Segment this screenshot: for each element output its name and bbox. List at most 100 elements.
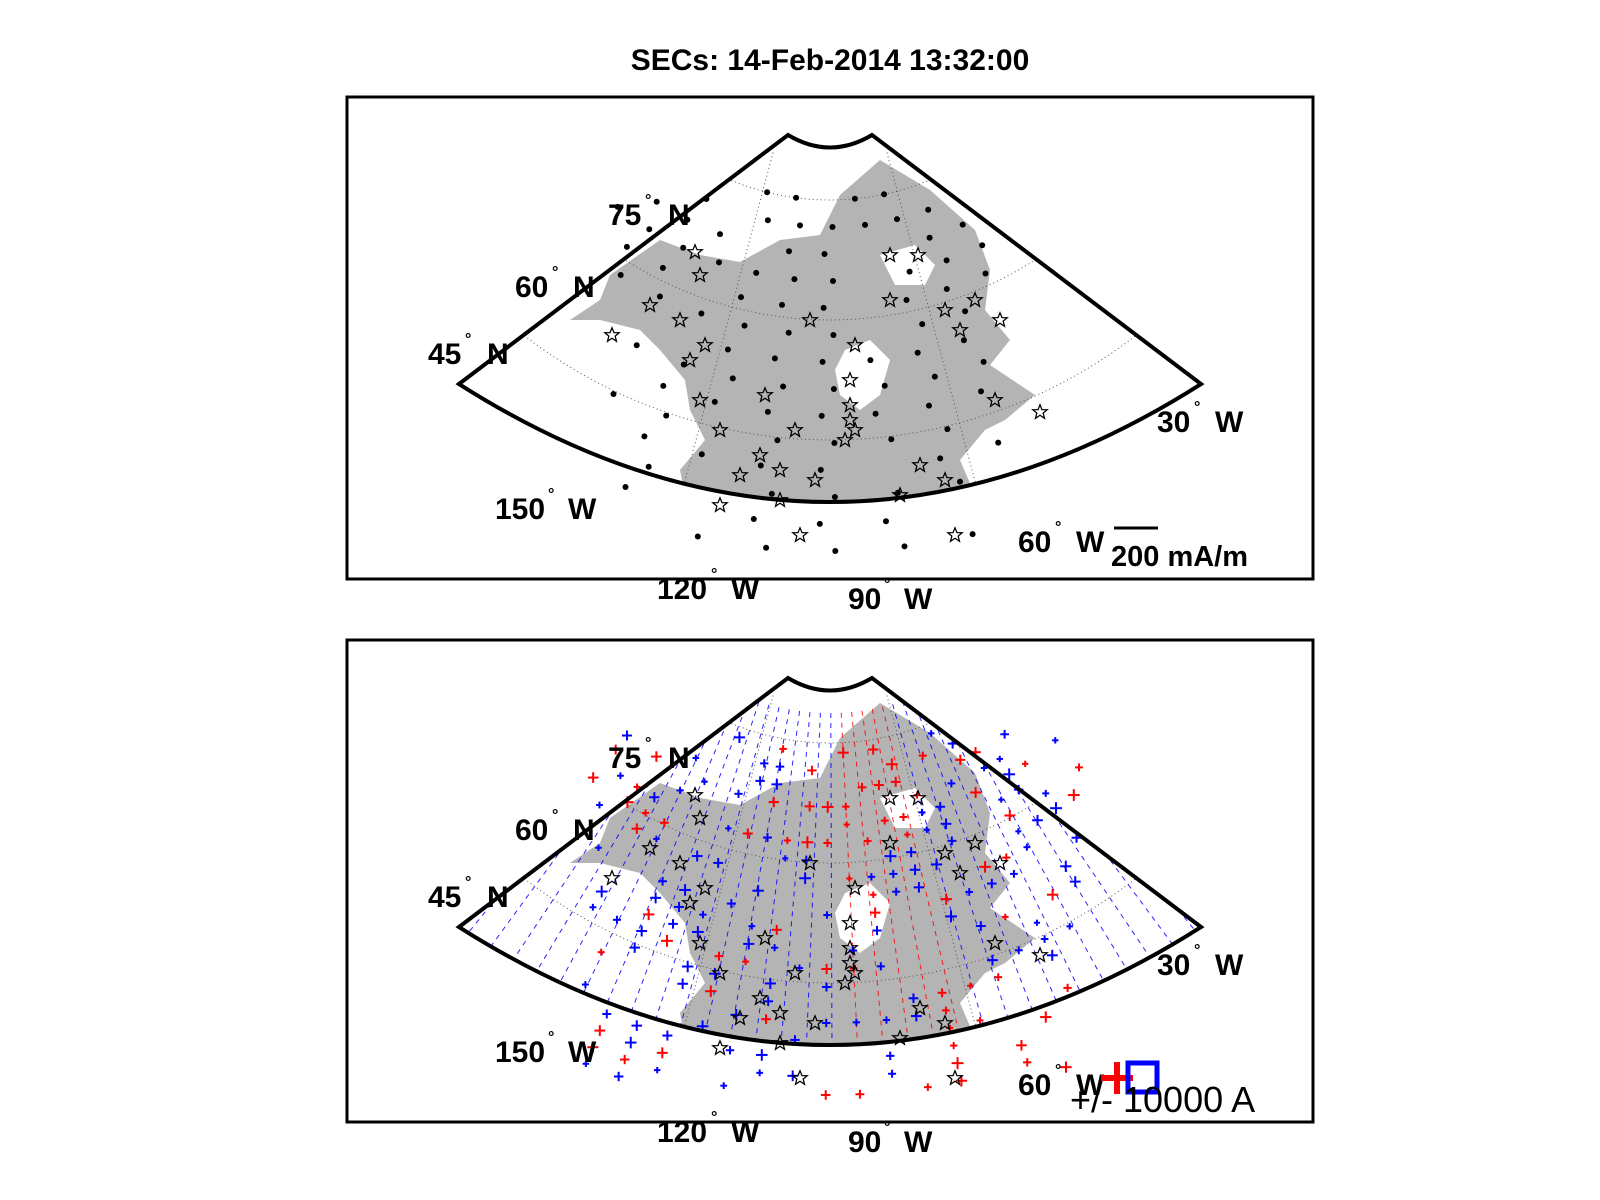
svg-text:°: ° [1194, 942, 1200, 959]
negative-plus-icon [691, 926, 704, 938]
svg-text:°: ° [552, 264, 558, 281]
grid-dot [716, 259, 722, 266]
grid-dot [622, 484, 629, 490]
negative-plus-icon [679, 884, 691, 896]
svg-text:°: ° [711, 566, 717, 583]
negative-plus-icon [987, 878, 997, 889]
positive-plus-icon [768, 796, 779, 808]
legend-square-icon [1125, 1060, 1160, 1095]
svg-text:150: 150 [495, 1036, 545, 1069]
negative-plus-icon [752, 884, 764, 897]
positive-plus-icon [779, 745, 787, 753]
grid-dot [872, 410, 879, 417]
grid-dot [646, 226, 653, 233]
negative-plus-icon [699, 911, 707, 919]
negative-plus-icon [692, 754, 700, 762]
grid-dot [724, 346, 731, 353]
negative-plus-icon [755, 776, 765, 786]
grid-dot [957, 478, 963, 485]
grid-dot [831, 440, 838, 446]
svg-text:°: ° [552, 807, 558, 824]
positive-plus-icon [994, 973, 1003, 982]
current-meridian [802, 712, 821, 1045]
positive-plus-icon [942, 1006, 950, 1015]
negative-plus-icon [763, 996, 773, 1007]
grid-dot [797, 222, 803, 229]
positive-plus-icon [885, 758, 898, 771]
positive-plus-icon [821, 801, 834, 813]
grid-dot [914, 349, 921, 356]
positive-plus-icon [783, 836, 791, 845]
svg-text:75: 75 [608, 742, 641, 775]
grid-dot [750, 516, 757, 522]
negative-plus-icon [654, 1066, 661, 1074]
grid-dot [779, 301, 785, 308]
grid-dot [960, 337, 967, 344]
svg-text:60: 60 [1018, 526, 1051, 559]
negative-plus-icon [595, 885, 608, 898]
top-lat-label-60: 60 ° N [515, 264, 595, 304]
negative-plus-icon [613, 1071, 624, 1082]
positive-plus-icon [857, 782, 867, 792]
negative-plus-icon [649, 792, 660, 803]
grid-dot [698, 310, 705, 317]
grid-dot [774, 437, 781, 444]
bottom-lon-label-150: 150 ° W [495, 1029, 597, 1069]
svg-text:N: N [487, 338, 509, 371]
hudson-bay [835, 883, 890, 953]
positive-plus-icon [1046, 888, 1059, 901]
grid-dot [883, 518, 889, 525]
negative-plus-icon [1069, 876, 1081, 888]
hudson-bay [835, 340, 890, 410]
svg-text:°: ° [465, 874, 471, 891]
svg-text:N: N [668, 742, 690, 775]
scale-label: 200 mA/m [1111, 541, 1248, 573]
svg-text:°: ° [465, 331, 471, 348]
grid-dot [659, 264, 666, 271]
positive-plus-icon [823, 838, 832, 848]
svg-text:60: 60 [515, 271, 548, 304]
negative-plus-icon [617, 772, 624, 780]
negative-plus-icon [889, 869, 898, 878]
negative-plus-icon [799, 872, 812, 885]
negative-plus-icon [986, 954, 998, 966]
negative-plus-icon [725, 1046, 735, 1055]
negative-plus-icon [1014, 946, 1023, 955]
positive-plus-icon [1063, 983, 1072, 993]
negative-plus-icon [764, 977, 776, 990]
positive-plus-icon [610, 744, 621, 755]
positive-plus-icon [1075, 763, 1083, 772]
svg-text:N: N [573, 814, 595, 847]
negative-plus-icon [653, 835, 660, 843]
grid-dot [979, 242, 986, 249]
svg-text:120: 120 [657, 573, 707, 606]
negative-plus-icon [884, 850, 897, 863]
svg-text:90: 90 [848, 583, 881, 616]
svg-text:°: ° [1055, 1062, 1061, 1079]
svg-text:W: W [1076, 526, 1105, 559]
negative-plus-icon [748, 922, 756, 930]
negative-plus-icon [965, 888, 974, 896]
grid-dot [943, 257, 950, 264]
grid-dot [821, 251, 828, 257]
negative-plus-icon [701, 778, 708, 785]
grid-dot [757, 462, 764, 469]
positive-plus-icon [970, 786, 982, 798]
grid-dot [888, 436, 895, 443]
svg-text:W: W [568, 493, 597, 526]
negative-plus-icon [947, 779, 956, 788]
grid-dot [978, 388, 984, 395]
bottom-map-panel: 75 ° N 60 ° N 45 ° N 150 ° W 120 ° W 90 … [345, 638, 1315, 1159]
grid-dot [944, 426, 951, 433]
negative-plus-icon [1066, 923, 1073, 930]
negative-plus-icon [629, 942, 640, 953]
positive-plus-icon [656, 1047, 668, 1059]
negative-plus-icon [782, 855, 789, 862]
grid-dot [862, 221, 868, 228]
grid-dot [763, 544, 770, 551]
positive-plus-icon [880, 816, 889, 825]
positive-plus-icon [976, 1017, 984, 1024]
grid-dot [925, 206, 932, 213]
grid-dot [614, 203, 621, 210]
current-meridian [851, 711, 891, 1045]
